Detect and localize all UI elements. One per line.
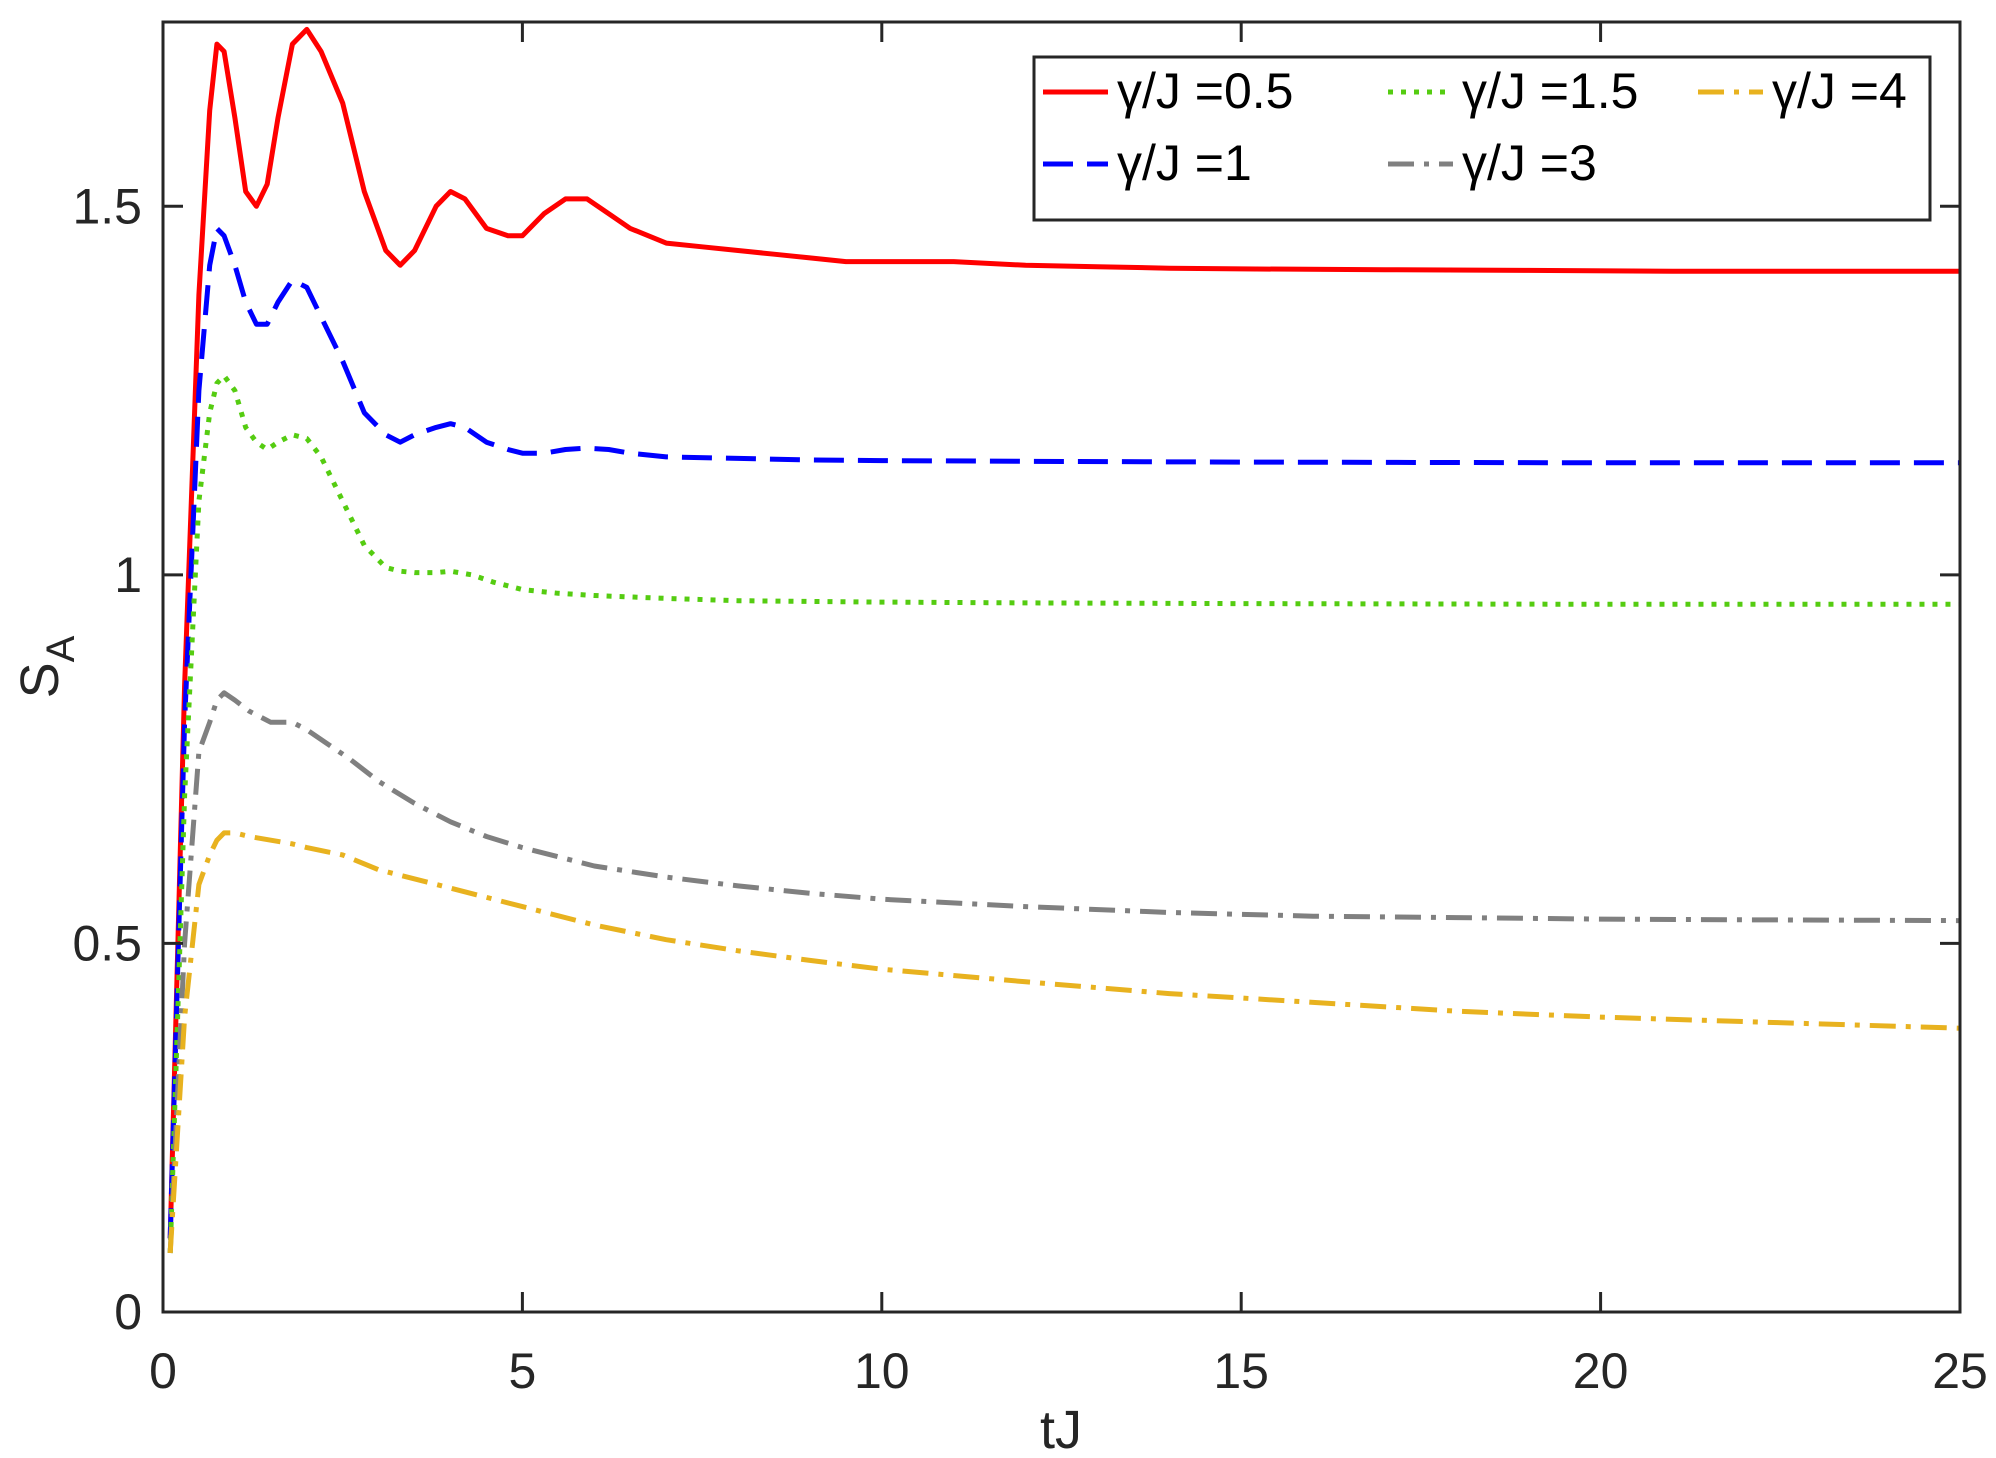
axis-tick-labels: 0 5 10 15 20 25 0 0.5 1 1.5: [72, 178, 1987, 1399]
legend-label-1: γ/J =0.5: [1117, 63, 1294, 119]
series-line-3: [167, 373, 1960, 1254]
y-axis-label-main: S: [10, 662, 70, 698]
series-line-1: [167, 26, 1960, 1239]
series-line-4: [167, 690, 1961, 1254]
x-tick-label: 0: [149, 1343, 177, 1399]
x-tick-label: 5: [508, 1343, 536, 1399]
x-tick-label: 25: [1932, 1343, 1988, 1399]
legend-label-3: γ/J =1.5: [1462, 63, 1639, 119]
y-tick-label: 0: [114, 1284, 142, 1340]
legend-label-2: γ/J =1: [1117, 135, 1252, 191]
plot-frame: [161, 20, 1962, 1314]
y-tick-label: 1: [114, 547, 142, 603]
legend-label-4: γ/J =3: [1462, 135, 1597, 191]
series-line-5: [167, 830, 1961, 1254]
series-line-2: [167, 225, 1960, 1239]
x-tick-label: 15: [1213, 1343, 1269, 1399]
legend-box: [1032, 55, 1932, 222]
legend-label-5: γ/J =4: [1772, 63, 1907, 119]
x-tick-label: 20: [1573, 1343, 1629, 1399]
x-tick-label: 10: [854, 1343, 910, 1399]
axis-ticks: [161, 22, 1962, 1314]
x-axis-label: tJ: [1040, 1400, 1082, 1458]
y-tick-label: 1.5: [72, 178, 142, 234]
plot-lines: [167, 26, 1961, 1254]
y-axis-label: SA: [10, 635, 83, 698]
y-axis-label-subscript: A: [39, 635, 83, 662]
y-tick-label: 0.5: [72, 915, 142, 971]
legend: γ/J =0.5 γ/J =1 γ/J =1.5 γ/J =3 γ/J =4: [1032, 55, 1932, 222]
